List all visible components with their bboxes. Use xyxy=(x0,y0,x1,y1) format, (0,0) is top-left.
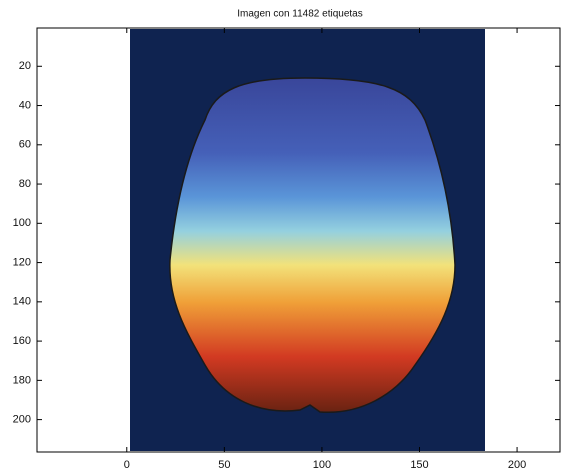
chart-title: Imagen con 11482 etiquetas xyxy=(237,9,362,20)
y-tick-label: 80 xyxy=(19,178,31,190)
x-tick-label: 100 xyxy=(313,459,331,471)
y-tick-label: 100 xyxy=(13,217,31,229)
y-tick-label: 200 xyxy=(13,414,31,426)
y-tick-label: 160 xyxy=(13,335,31,347)
y-tick-label: 40 xyxy=(19,99,31,111)
axes: 0 50 100 150 200 20 40 60 80 100 120 140 160 180 200 xyxy=(13,28,560,471)
x-tick-label: 150 xyxy=(410,459,428,471)
x-tick-label: 200 xyxy=(508,459,526,471)
y-tick-label: 60 xyxy=(19,139,31,151)
y-tick-label: 20 xyxy=(19,60,31,72)
x-tick-label: 0 xyxy=(124,459,130,471)
x-tick-label: 50 xyxy=(218,459,230,471)
y-tick-label: 140 xyxy=(13,296,31,308)
y-tick-label: 180 xyxy=(13,374,31,386)
y-tick-label: 120 xyxy=(13,256,31,268)
labeled-region xyxy=(169,77,456,414)
